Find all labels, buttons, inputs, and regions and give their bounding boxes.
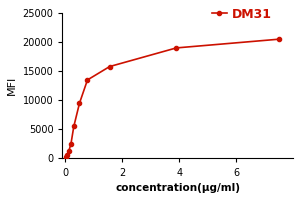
DM31 bbox=[277, 38, 281, 40]
DM31 bbox=[78, 102, 81, 104]
DM31 bbox=[72, 125, 76, 128]
DM31 bbox=[175, 47, 178, 49]
DM31 bbox=[108, 65, 112, 68]
DM31 bbox=[86, 79, 89, 81]
Legend: DM31: DM31 bbox=[212, 8, 272, 21]
DM31 bbox=[69, 143, 73, 145]
Y-axis label: MFI: MFI bbox=[7, 76, 17, 95]
DM31 bbox=[65, 154, 69, 156]
DM31 bbox=[67, 150, 70, 153]
Line: DM31: DM31 bbox=[64, 37, 281, 159]
DM31 bbox=[64, 156, 68, 158]
X-axis label: concentration(μg/ml): concentration(μg/ml) bbox=[115, 183, 240, 193]
